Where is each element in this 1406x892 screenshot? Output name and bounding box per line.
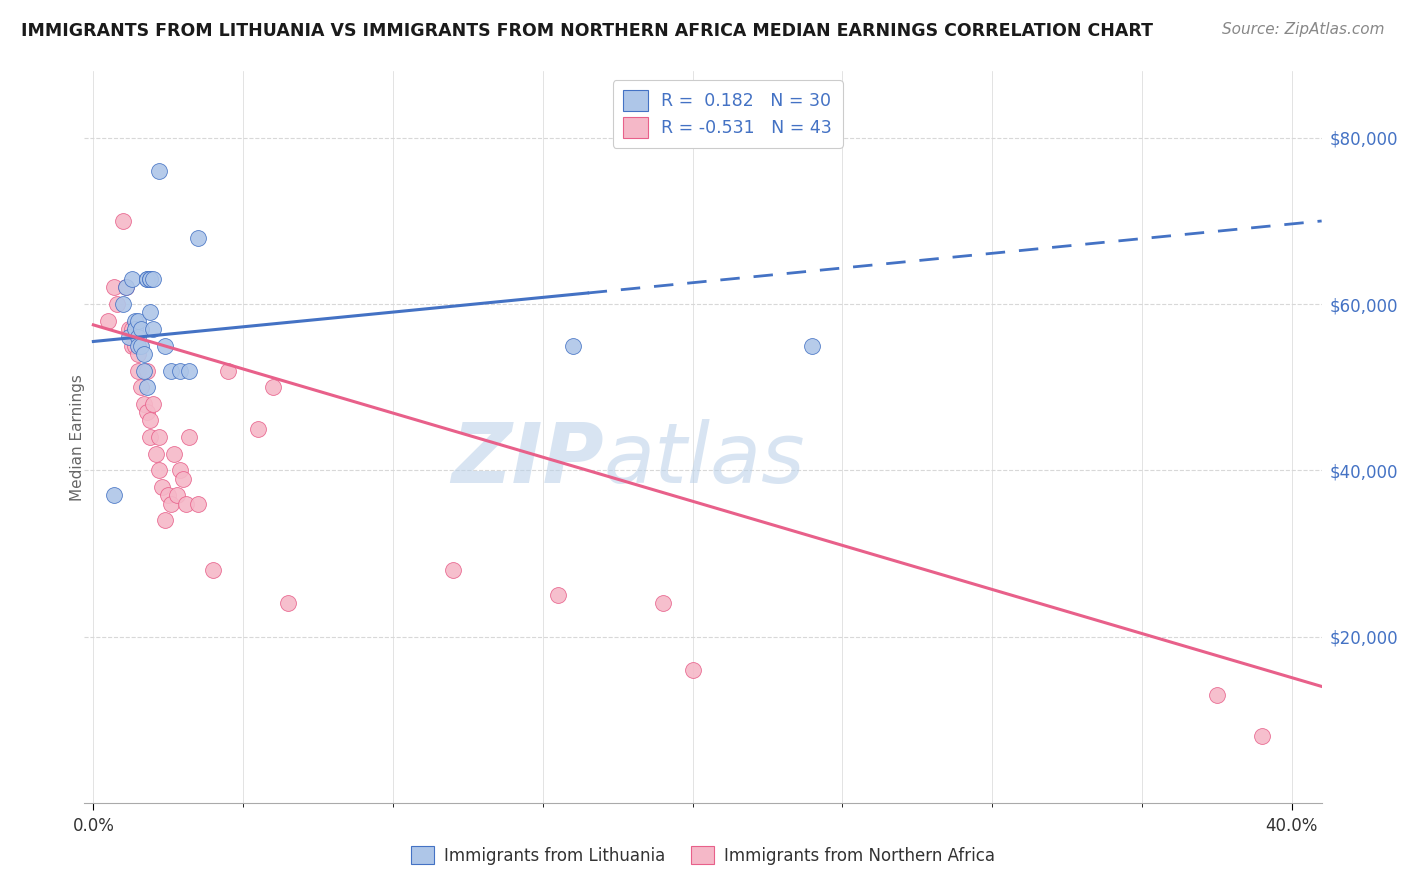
Point bbox=[139, 430, 162, 444]
Point bbox=[134, 363, 156, 377]
Point bbox=[136, 363, 159, 377]
Point bbox=[166, 488, 188, 502]
Legend: Immigrants from Lithuania, Immigrants from Northern Africa: Immigrants from Lithuania, Immigrants fr… bbox=[405, 839, 1001, 871]
Point bbox=[129, 339, 152, 353]
Point bbox=[136, 272, 159, 286]
Point bbox=[801, 339, 824, 353]
Point bbox=[148, 164, 170, 178]
Point bbox=[179, 430, 201, 444]
Text: IMMIGRANTS FROM LITHUANIA VS IMMIGRANTS FROM NORTHERN AFRICA MEDIAN EARNINGS COR: IMMIGRANTS FROM LITHUANIA VS IMMIGRANTS … bbox=[21, 22, 1153, 40]
Point bbox=[651, 596, 673, 610]
Point bbox=[121, 339, 143, 353]
Point bbox=[262, 380, 284, 394]
Point bbox=[124, 322, 146, 336]
Point bbox=[129, 322, 152, 336]
Point bbox=[134, 347, 156, 361]
Point bbox=[169, 463, 191, 477]
Point bbox=[142, 272, 165, 286]
Point bbox=[105, 297, 128, 311]
Point bbox=[136, 380, 159, 394]
Point bbox=[169, 363, 191, 377]
Point bbox=[118, 322, 141, 336]
Point bbox=[145, 447, 167, 461]
Text: atlas: atlas bbox=[605, 418, 806, 500]
Point bbox=[277, 596, 299, 610]
Point bbox=[187, 497, 209, 511]
Point bbox=[112, 297, 135, 311]
Point bbox=[127, 363, 149, 377]
Point bbox=[115, 280, 138, 294]
Point bbox=[139, 272, 162, 286]
Point bbox=[103, 488, 125, 502]
Point bbox=[247, 422, 270, 436]
Point bbox=[1205, 688, 1227, 702]
Point bbox=[127, 339, 149, 353]
Point bbox=[142, 397, 165, 411]
Point bbox=[160, 497, 183, 511]
Point bbox=[682, 663, 704, 677]
Point bbox=[547, 588, 569, 602]
Point bbox=[155, 513, 177, 527]
Y-axis label: Median Earnings: Median Earnings bbox=[70, 374, 84, 500]
Point bbox=[441, 563, 464, 577]
Point bbox=[136, 272, 159, 286]
Point bbox=[127, 347, 149, 361]
Point bbox=[202, 563, 225, 577]
Point bbox=[139, 305, 162, 319]
Text: Source: ZipAtlas.com: Source: ZipAtlas.com bbox=[1222, 22, 1385, 37]
Point bbox=[124, 314, 146, 328]
Point bbox=[115, 280, 138, 294]
Point bbox=[136, 405, 159, 419]
Point bbox=[187, 230, 209, 244]
Point bbox=[124, 339, 146, 353]
Point bbox=[155, 339, 177, 353]
Point bbox=[561, 339, 583, 353]
Point bbox=[118, 330, 141, 344]
Point bbox=[112, 214, 135, 228]
Point bbox=[217, 363, 239, 377]
Point bbox=[139, 413, 162, 427]
Point bbox=[97, 314, 120, 328]
Text: ZIP: ZIP bbox=[451, 418, 605, 500]
Point bbox=[160, 363, 183, 377]
Point bbox=[148, 430, 170, 444]
Point bbox=[121, 272, 143, 286]
Point bbox=[148, 463, 170, 477]
Point bbox=[134, 397, 156, 411]
Point bbox=[172, 472, 194, 486]
Point bbox=[142, 322, 165, 336]
Point bbox=[1250, 729, 1272, 743]
Point bbox=[121, 322, 143, 336]
Point bbox=[157, 488, 180, 502]
Point bbox=[127, 330, 149, 344]
Point bbox=[103, 280, 125, 294]
Point bbox=[129, 380, 152, 394]
Point bbox=[127, 314, 149, 328]
Point bbox=[139, 272, 162, 286]
Point bbox=[150, 480, 173, 494]
Point bbox=[174, 497, 197, 511]
Point bbox=[179, 363, 201, 377]
Point bbox=[163, 447, 186, 461]
